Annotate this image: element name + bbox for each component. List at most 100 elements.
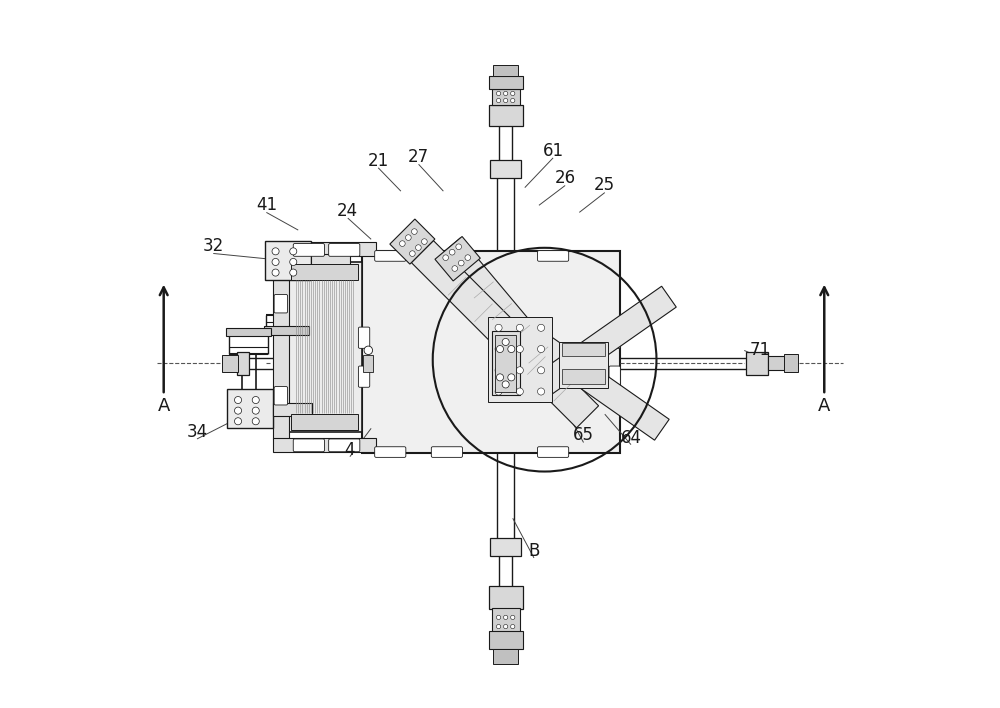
Text: 65: 65 — [573, 426, 594, 445]
Circle shape — [538, 346, 545, 353]
Bar — [562, 343, 605, 356]
Circle shape — [400, 241, 405, 246]
Text: 24: 24 — [337, 202, 358, 220]
Text: 64: 64 — [620, 428, 641, 447]
Circle shape — [504, 624, 508, 629]
Text: 61: 61 — [543, 142, 564, 160]
Circle shape — [272, 258, 279, 266]
FancyBboxPatch shape — [329, 439, 360, 452]
Bar — [273, 438, 376, 452]
Circle shape — [458, 261, 464, 266]
Circle shape — [495, 346, 502, 353]
Bar — [784, 354, 798, 372]
Circle shape — [364, 346, 373, 355]
Bar — [492, 89, 520, 105]
Circle shape — [502, 338, 509, 346]
FancyBboxPatch shape — [329, 244, 360, 256]
Polygon shape — [411, 241, 599, 428]
Circle shape — [508, 374, 515, 381]
Bar — [488, 317, 552, 402]
Circle shape — [511, 615, 515, 620]
FancyBboxPatch shape — [358, 366, 370, 387]
Bar — [559, 342, 608, 388]
Circle shape — [511, 624, 515, 629]
Bar — [490, 538, 521, 556]
Bar — [226, 328, 271, 336]
Bar — [489, 105, 523, 126]
Circle shape — [496, 374, 504, 381]
Circle shape — [272, 248, 279, 255]
Text: 32: 32 — [203, 237, 224, 256]
FancyBboxPatch shape — [538, 251, 569, 261]
FancyBboxPatch shape — [375, 447, 406, 457]
Circle shape — [410, 251, 415, 256]
Bar — [493, 649, 518, 664]
Circle shape — [456, 244, 462, 250]
Circle shape — [496, 346, 504, 353]
Bar — [291, 264, 358, 280]
Circle shape — [504, 98, 508, 103]
Circle shape — [538, 367, 545, 374]
Polygon shape — [525, 286, 676, 403]
Circle shape — [406, 235, 411, 241]
FancyBboxPatch shape — [293, 439, 324, 452]
Text: 41: 41 — [256, 196, 277, 215]
FancyBboxPatch shape — [375, 251, 406, 261]
Bar — [489, 586, 523, 609]
Bar — [363, 355, 373, 372]
Bar — [493, 65, 518, 76]
Bar — [492, 608, 520, 632]
Circle shape — [412, 229, 417, 234]
Circle shape — [252, 407, 259, 414]
FancyBboxPatch shape — [431, 447, 462, 457]
Bar — [490, 160, 521, 178]
Circle shape — [495, 324, 502, 331]
Bar — [768, 356, 785, 370]
Circle shape — [508, 346, 515, 353]
Bar — [265, 241, 311, 280]
Circle shape — [422, 239, 427, 244]
FancyBboxPatch shape — [609, 327, 620, 348]
Circle shape — [290, 258, 297, 266]
Circle shape — [516, 388, 523, 395]
Bar — [489, 631, 523, 649]
FancyBboxPatch shape — [293, 244, 324, 256]
Circle shape — [495, 388, 502, 395]
Circle shape — [502, 381, 509, 388]
Bar — [288, 262, 362, 432]
Text: 21: 21 — [368, 152, 389, 170]
Circle shape — [516, 346, 523, 353]
Circle shape — [252, 396, 259, 404]
Bar — [495, 335, 516, 392]
FancyBboxPatch shape — [358, 327, 370, 348]
Circle shape — [538, 324, 545, 331]
Circle shape — [496, 615, 501, 620]
FancyBboxPatch shape — [538, 447, 569, 457]
Circle shape — [235, 407, 242, 414]
Circle shape — [504, 91, 508, 96]
Circle shape — [290, 248, 297, 255]
Polygon shape — [435, 236, 480, 281]
Polygon shape — [518, 324, 669, 440]
Circle shape — [449, 249, 455, 255]
Circle shape — [495, 367, 502, 374]
Circle shape — [252, 418, 259, 425]
FancyBboxPatch shape — [431, 251, 462, 261]
FancyBboxPatch shape — [609, 366, 620, 387]
FancyBboxPatch shape — [274, 387, 288, 405]
Text: 34: 34 — [186, 423, 208, 441]
Bar — [746, 352, 768, 375]
Text: 27: 27 — [408, 148, 429, 166]
Text: A: A — [158, 396, 170, 415]
Text: 4: 4 — [345, 440, 355, 459]
Text: A: A — [818, 396, 830, 415]
Bar — [273, 255, 289, 439]
Circle shape — [452, 266, 458, 271]
FancyBboxPatch shape — [274, 295, 288, 313]
Circle shape — [496, 624, 501, 629]
Polygon shape — [437, 238, 574, 394]
Bar — [227, 389, 273, 428]
Bar — [492, 331, 520, 395]
Circle shape — [465, 255, 471, 261]
Circle shape — [496, 98, 501, 103]
